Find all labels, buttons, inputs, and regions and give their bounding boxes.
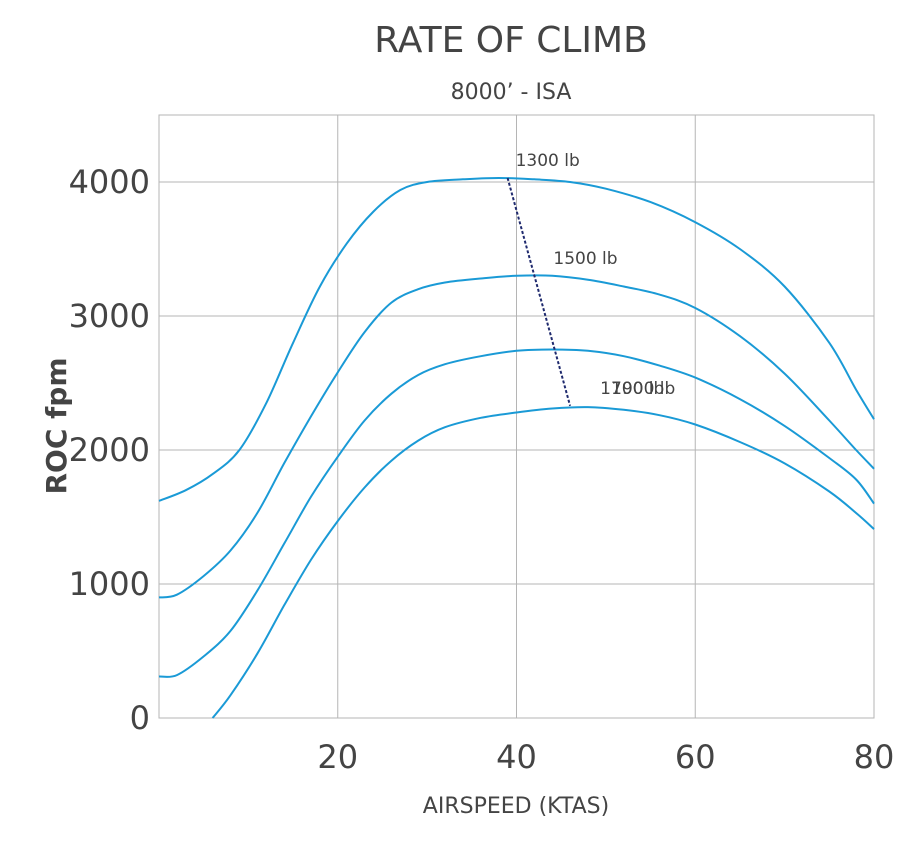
series-line-1900-lb <box>211 406 875 719</box>
series-label-1300-lb: 1300 lb <box>516 151 580 171</box>
best-rate-line <box>506 177 572 407</box>
best-rate-line-group <box>506 177 572 407</box>
chart-title: RATE OF CLIMB <box>374 20 648 61</box>
series-label-1700-lb: 1700 lb <box>600 379 664 399</box>
series-curves <box>158 176 875 719</box>
x-tick-labels: 20 40 60 80 <box>317 738 894 776</box>
y-tick-label: 2000 <box>69 431 150 469</box>
x-tick-label: 60 <box>675 738 716 776</box>
series-line-1500-lb <box>158 274 875 599</box>
x-tick-label: 40 <box>496 738 537 776</box>
x-tick-label: 20 <box>317 738 358 776</box>
series-label-1900-lb: 1900 lb <box>611 379 675 399</box>
y-axis-label: ROC fpm <box>40 357 73 494</box>
series-label-1500-lb: 1500 lb <box>553 249 617 269</box>
series-line-1300-lb <box>158 176 875 502</box>
y-tick-labels: 0 1000 2000 3000 4000 <box>69 163 150 737</box>
x-axis-label: AIRSPEED (KTAS) <box>423 794 609 819</box>
grid <box>159 115 875 719</box>
series-line-1700-lb <box>158 348 875 678</box>
plot-frame <box>158 114 875 719</box>
chart-subtitle: 8000’ - ISA <box>451 80 572 105</box>
y-tick-label: 0 <box>130 699 150 737</box>
y-tick-label: 3000 <box>69 297 150 335</box>
y-tick-label: 4000 <box>69 163 150 201</box>
x-tick-label: 80 <box>854 738 895 776</box>
y-tick-label: 1000 <box>69 565 150 603</box>
